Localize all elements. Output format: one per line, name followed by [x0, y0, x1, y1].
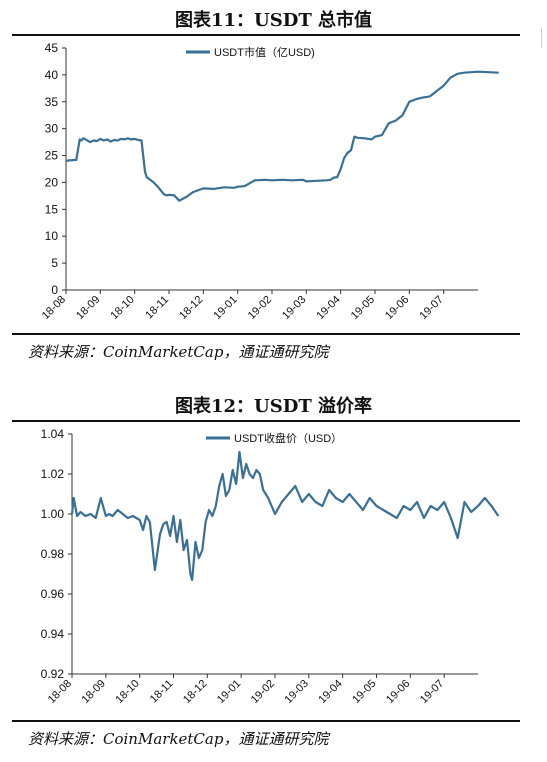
figure-11-bottom-rule: [12, 333, 520, 335]
y-tick-label: 25: [45, 149, 59, 163]
figure-11-top-rule: [12, 34, 520, 36]
x-tick-label: 18-09: [80, 678, 108, 706]
series-line-0: [65, 70, 499, 202]
x-tick-label: 18-08: [46, 678, 74, 706]
x-tick-label: 19-04: [314, 294, 342, 322]
x-tick-label: 19-06: [383, 294, 411, 322]
x-tick-label: 19-03: [280, 294, 308, 322]
y-tick-label: 45: [45, 41, 59, 55]
x-tick-label: 19-05: [350, 678, 378, 706]
figure-11-title: 图表11：USDT 总市值: [174, 10, 372, 31]
x-tick-label: 19-06: [384, 678, 412, 706]
x-tick-label: 18-10: [113, 678, 141, 706]
y-tick-label: 0.92: [41, 667, 65, 681]
y-tick-label: 1.02: [41, 467, 65, 481]
y-tick-label: 15: [45, 202, 59, 216]
x-tick-label: 19-01: [211, 294, 239, 322]
y-tick-label: 20: [45, 175, 59, 189]
y-tick-label: 0.96: [41, 587, 65, 601]
figure-11-source: 资料来源：CoinMarketCap，通证通研究院: [28, 343, 329, 361]
y-tick-label: 5: [51, 256, 58, 270]
y-tick-label: 0.98: [41, 547, 65, 561]
x-tick-label: 18-08: [40, 294, 68, 322]
x-tick-label: 19-03: [283, 678, 311, 706]
x-tick-label: 18-12: [181, 678, 209, 706]
y-tick-label: 0.94: [41, 627, 65, 641]
series-line-0: [70, 450, 500, 582]
x-tick-label: 19-07: [417, 294, 445, 322]
legend-label: USDT收盘价（USD）: [234, 431, 342, 445]
y-tick-label: 1.00: [41, 507, 65, 521]
y-tick-label: 35: [45, 95, 59, 109]
x-tick-label: 19-05: [349, 294, 377, 322]
y-tick-label: 1.04: [41, 427, 65, 441]
x-tick-label: 18-09: [74, 294, 102, 322]
x-tick-label: 19-02: [249, 678, 277, 706]
y-tick-label: 30: [45, 122, 59, 136]
page-edge-mark: [541, 28, 547, 48]
x-tick-label: 19-02: [246, 294, 274, 322]
figure-12-bottom-rule: [12, 720, 520, 722]
market-cap-chart: 0 5 10 15 20 25 30 35 40 45 18-08 18-09 18-10 18-11 18…: [40, 41, 499, 322]
x-tick-label: 19-07: [418, 678, 446, 706]
x-tick-label: 19-04: [316, 678, 344, 706]
x-tick-label: 19-01: [215, 678, 243, 706]
y-tick-label: 40: [45, 68, 59, 82]
x-tick-label: 18-11: [143, 294, 171, 322]
x-tick-label: 18-11: [148, 678, 176, 706]
x-tick-label: 18-12: [177, 294, 205, 322]
figure-12-source: 资料来源：CoinMarketCap，通证通研究院: [28, 730, 329, 748]
legend-label: USDT市值（亿USD): [214, 45, 315, 59]
y-tick-label: 10: [45, 229, 59, 243]
figure-12-title: 图表12：USDT 溢价率: [174, 396, 372, 417]
y-tick-label: 0: [51, 283, 58, 297]
figure-12-top-rule: [12, 420, 520, 422]
x-tick-label: 18-10: [108, 294, 136, 322]
